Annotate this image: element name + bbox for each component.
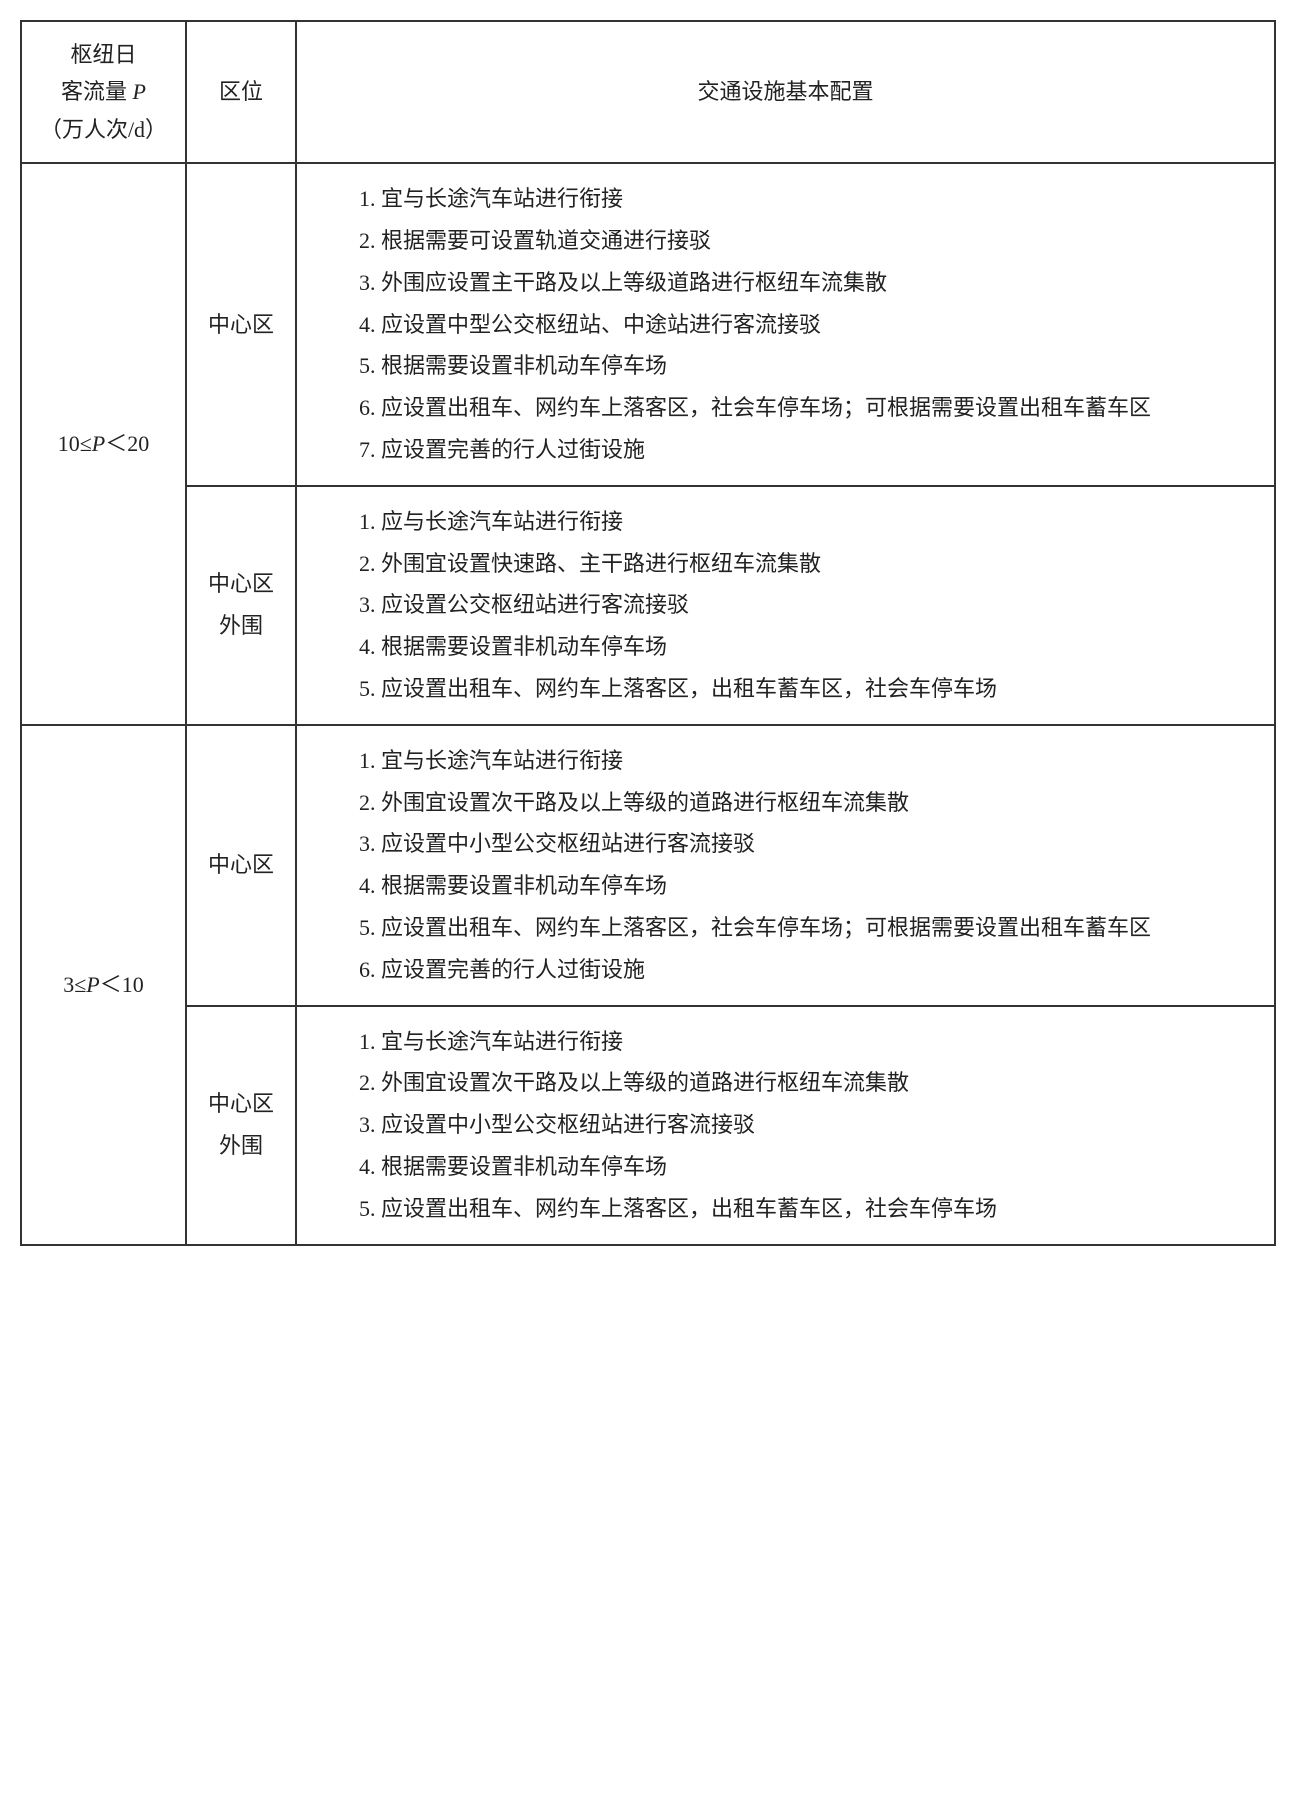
header-flow-line3: （万人次/d） (34, 111, 173, 148)
config-list: 1. 宜与长途汽车站进行衔接2. 外围宜设置次干路及以上等级的道路进行枢纽车流集… (315, 1021, 1256, 1230)
list-item: 3. 应设置公交枢纽站进行客流接驳 (315, 584, 1256, 626)
header-flow-line1: 枢纽日 (34, 36, 173, 73)
list-item: 2. 外围宜设置次干路及以上等级的道路进行枢纽车流集散 (315, 1062, 1256, 1104)
list-item: 4. 根据需要设置非机动车停车场 (315, 1146, 1256, 1188)
list-item: 5. 应设置出租车、网约车上落客区，出租车蓄车区，社会车停车场 (315, 668, 1256, 710)
config-cell: 1. 应与长途汽车站进行衔接2. 外围宜设置快速路、主干路进行枢纽车流集散3. … (296, 486, 1275, 725)
list-item: 6. 应设置完善的行人过街设施 (315, 949, 1256, 991)
config-table: 枢纽日 客流量 P （万人次/d） 区位 交通设施基本配置 10≤P＜20中心区… (20, 20, 1276, 1246)
list-item: 1. 宜与长途汽车站进行衔接 (315, 1021, 1256, 1063)
list-item: 4. 根据需要设置非机动车停车场 (315, 626, 1256, 668)
list-item: 7. 应设置完善的行人过街设施 (315, 429, 1256, 471)
list-item: 1. 宜与长途汽车站进行衔接 (315, 178, 1256, 220)
list-item: 3. 应设置中小型公交枢纽站进行客流接驳 (315, 1104, 1256, 1146)
header-flow-line2: 客流量 P (34, 73, 173, 110)
list-item: 5. 根据需要设置非机动车停车场 (315, 345, 1256, 387)
zone-cell: 中心区外围 (186, 486, 296, 725)
flow-cell: 10≤P＜20 (21, 163, 186, 725)
list-item: 5. 应设置出租车、网约车上落客区，社会车停车场；可根据需要设置出租车蓄车区 (315, 907, 1256, 949)
table-body: 10≤P＜20中心区1. 宜与长途汽车站进行衔接2. 根据需要可设置轨道交通进行… (21, 163, 1275, 1244)
list-item: 3. 外围应设置主干路及以上等级道路进行枢纽车流集散 (315, 262, 1256, 304)
header-config: 交通设施基本配置 (296, 21, 1275, 163)
zone-cell: 中心区 (186, 725, 296, 1006)
table-row: 中心区外围1. 宜与长途汽车站进行衔接2. 外围宜设置次干路及以上等级的道路进行… (21, 1006, 1275, 1245)
list-item: 3. 应设置中小型公交枢纽站进行客流接驳 (315, 823, 1256, 865)
table-header-row: 枢纽日 客流量 P （万人次/d） 区位 交通设施基本配置 (21, 21, 1275, 163)
flow-cell: 3≤P＜10 (21, 725, 186, 1245)
config-list: 1. 宜与长途汽车站进行衔接2. 外围宜设置次干路及以上等级的道路进行枢纽车流集… (315, 740, 1256, 991)
list-item: 1. 应与长途汽车站进行衔接 (315, 501, 1256, 543)
zone-cell: 中心区外围 (186, 1006, 296, 1245)
header-flow: 枢纽日 客流量 P （万人次/d） (21, 21, 186, 163)
table-row: 10≤P＜20中心区1. 宜与长途汽车站进行衔接2. 根据需要可设置轨道交通进行… (21, 163, 1275, 486)
config-cell: 1. 宜与长途汽车站进行衔接2. 根据需要可设置轨道交通进行接驳3. 外围应设置… (296, 163, 1275, 486)
list-item: 1. 宜与长途汽车站进行衔接 (315, 740, 1256, 782)
config-cell: 1. 宜与长途汽车站进行衔接2. 外围宜设置次干路及以上等级的道路进行枢纽车流集… (296, 1006, 1275, 1245)
list-item: 5. 应设置出租车、网约车上落客区，出租车蓄车区，社会车停车场 (315, 1188, 1256, 1230)
config-cell: 1. 宜与长途汽车站进行衔接2. 外围宜设置次干路及以上等级的道路进行枢纽车流集… (296, 725, 1275, 1006)
list-item: 2. 外围宜设置次干路及以上等级的道路进行枢纽车流集散 (315, 782, 1256, 824)
config-list: 1. 宜与长途汽车站进行衔接2. 根据需要可设置轨道交通进行接驳3. 外围应设置… (315, 178, 1256, 471)
table-row: 3≤P＜10中心区1. 宜与长途汽车站进行衔接2. 外围宜设置次干路及以上等级的… (21, 725, 1275, 1006)
list-item: 4. 根据需要设置非机动车停车场 (315, 865, 1256, 907)
header-zone: 区位 (186, 21, 296, 163)
list-item: 4. 应设置中型公交枢纽站、中途站进行客流接驳 (315, 304, 1256, 346)
list-item: 2. 外围宜设置快速路、主干路进行枢纽车流集散 (315, 543, 1256, 585)
zone-cell: 中心区 (186, 163, 296, 486)
table-row: 中心区外围1. 应与长途汽车站进行衔接2. 外围宜设置快速路、主干路进行枢纽车流… (21, 486, 1275, 725)
list-item: 6. 应设置出租车、网约车上落客区，社会车停车场；可根据需要设置出租车蓄车区 (315, 387, 1256, 429)
list-item: 2. 根据需要可设置轨道交通进行接驳 (315, 220, 1256, 262)
config-list: 1. 应与长途汽车站进行衔接2. 外围宜设置快速路、主干路进行枢纽车流集散3. … (315, 501, 1256, 710)
